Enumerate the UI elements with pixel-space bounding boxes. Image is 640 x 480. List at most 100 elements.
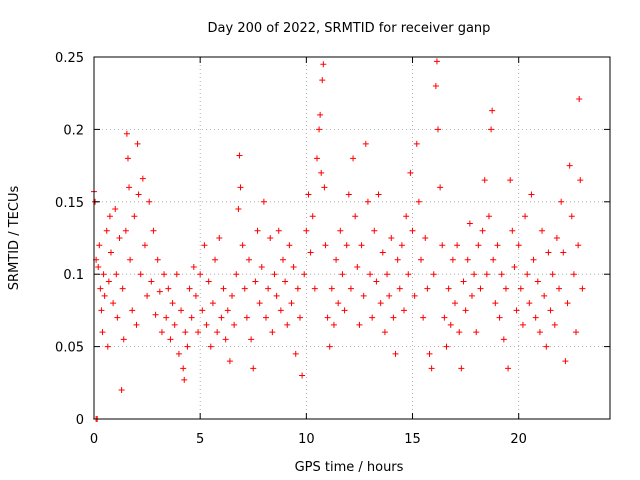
data-point xyxy=(105,278,112,285)
data-point xyxy=(122,227,129,234)
data-point xyxy=(568,213,575,220)
data-point xyxy=(112,206,119,213)
data-point xyxy=(284,321,291,328)
data-point xyxy=(150,227,157,234)
data-point xyxy=(507,177,514,184)
data-point xyxy=(301,271,308,278)
data-point xyxy=(192,292,199,299)
data-point xyxy=(483,271,490,278)
data-point xyxy=(415,198,422,205)
data-point xyxy=(97,285,104,292)
data-point xyxy=(447,321,454,328)
data-point xyxy=(547,307,554,314)
data-point xyxy=(562,358,569,365)
data-point xyxy=(277,307,284,314)
data-point xyxy=(570,271,577,278)
data-point xyxy=(471,271,478,278)
data-point xyxy=(218,314,225,321)
data-point xyxy=(367,271,374,278)
data-point xyxy=(233,271,240,278)
data-point xyxy=(263,314,269,321)
data-point xyxy=(236,152,243,159)
chart-title: Day 200 of 2022, SRMTID for receiver gan… xyxy=(208,21,491,36)
data-point xyxy=(173,271,180,278)
data-point xyxy=(318,169,325,176)
data-point xyxy=(220,285,227,292)
data-point xyxy=(104,343,111,350)
data-point xyxy=(161,271,168,278)
data-point xyxy=(107,249,114,256)
data-point xyxy=(536,329,543,336)
data-point xyxy=(445,285,452,292)
data-point xyxy=(545,249,552,256)
y-tick-label: 0.15 xyxy=(55,196,84,211)
data-point xyxy=(243,314,250,321)
data-point xyxy=(426,350,433,357)
data-point xyxy=(490,256,497,263)
data-points xyxy=(91,58,586,422)
data-point xyxy=(364,198,371,205)
plot-frame xyxy=(93,56,611,420)
data-point xyxy=(212,256,219,263)
data-point xyxy=(466,220,473,227)
data-point xyxy=(551,321,558,328)
data-point xyxy=(492,300,499,307)
data-point xyxy=(485,213,492,220)
data-point xyxy=(258,263,265,270)
data-point xyxy=(451,300,458,307)
data-point xyxy=(468,292,475,299)
data-point xyxy=(201,242,208,249)
data-point xyxy=(564,300,571,307)
data-point xyxy=(479,227,486,234)
x-tick-label: 10 xyxy=(298,432,315,447)
data-point xyxy=(178,307,185,314)
x-tick-label: 0 xyxy=(90,432,98,447)
data-point xyxy=(98,307,105,314)
data-point xyxy=(517,285,524,292)
data-point xyxy=(222,336,229,343)
data-point xyxy=(375,191,382,198)
data-point xyxy=(401,307,408,314)
data-point xyxy=(154,256,161,263)
data-point xyxy=(352,213,359,220)
data-point xyxy=(422,235,429,241)
data-point xyxy=(103,227,110,234)
data-point xyxy=(418,256,425,263)
data-point xyxy=(392,350,399,357)
data-point xyxy=(163,314,170,321)
data-point xyxy=(124,155,131,162)
data-point xyxy=(95,263,102,270)
data-point xyxy=(526,300,533,307)
data-point xyxy=(369,314,376,321)
data-point xyxy=(152,311,159,318)
data-point xyxy=(184,343,191,350)
data-point xyxy=(350,155,357,162)
data-point xyxy=(473,329,480,336)
data-point xyxy=(577,177,584,184)
data-point xyxy=(229,292,236,299)
data-point xyxy=(424,285,431,292)
data-point xyxy=(556,285,563,292)
data-point xyxy=(435,126,441,133)
data-point xyxy=(216,235,223,241)
data-point xyxy=(317,111,324,118)
data-point xyxy=(575,242,582,249)
data-point xyxy=(279,256,286,263)
data-point xyxy=(413,140,420,147)
data-point xyxy=(443,343,450,350)
data-point xyxy=(181,376,188,383)
data-point xyxy=(252,278,259,285)
data-point xyxy=(532,314,539,321)
data-point xyxy=(519,321,526,328)
data-point xyxy=(439,242,446,249)
data-point xyxy=(282,278,289,285)
data-point xyxy=(290,263,297,270)
data-point xyxy=(305,191,312,198)
data-point xyxy=(294,285,301,292)
data-point xyxy=(141,242,148,249)
data-point xyxy=(120,336,127,343)
data-point xyxy=(303,227,310,234)
y-tick-label: 0.05 xyxy=(55,341,84,356)
data-point xyxy=(158,329,165,336)
data-point xyxy=(110,300,117,307)
